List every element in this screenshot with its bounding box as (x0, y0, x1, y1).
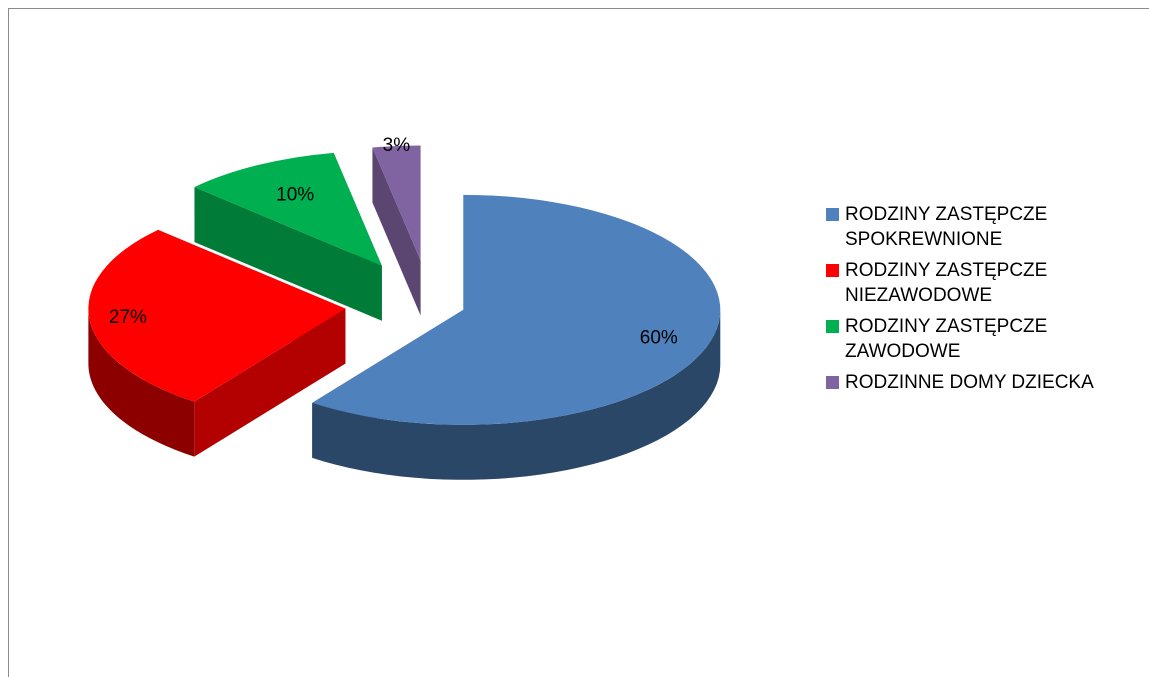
pie: 60% 27% 10% 3% (88, 135, 721, 480)
chart-frame (8, 8, 1149, 677)
slice-side (372, 147, 421, 316)
slice-wall (88, 308, 195, 457)
slice-group (88, 229, 346, 457)
slice-group (312, 194, 721, 480)
data-label: 60% (640, 327, 678, 348)
slice-wall (312, 309, 721, 480)
data-label: 27% (109, 307, 147, 328)
legend-label: RODZINNE DOMY DZIECKA (845, 372, 1094, 393)
legend: RODZINY ZASTĘPCZE SPOKREWNIONE RODZINY ZA… (826, 202, 1126, 401)
legend-item: RODZINY ZASTĘPCZE ZAWODOWE (826, 314, 1126, 364)
legend-swatch (826, 208, 839, 221)
legend-item: RODZINY ZASTĘPCZE NIEZAWODOWE (826, 258, 1126, 308)
legend-swatch (826, 320, 839, 333)
data-label: 3% (383, 135, 411, 156)
data-label: 10% (276, 184, 314, 205)
slice-side (194, 187, 382, 321)
legend-label: RODZINY ZASTĘPCZE SPOKREWNIONE (845, 204, 1048, 250)
slice (88, 229, 346, 402)
legend-label: RODZINY ZASTĘPCZE NIEZAWODOWE (845, 260, 1048, 306)
legend-label: RODZINY ZASTĘPCZE ZAWODOWE (845, 316, 1048, 362)
legend-item: RODZINNE DOMY DZIECKA (826, 370, 1126, 395)
slice (194, 152, 382, 266)
slice-group (372, 145, 421, 316)
slice (372, 145, 421, 261)
slice-group (194, 152, 382, 321)
legend-swatch (826, 376, 839, 389)
slice (312, 194, 721, 425)
legend-item: RODZINY ZASTĘPCZE SPOKREWNIONE (826, 202, 1126, 252)
legend-swatch (826, 264, 839, 277)
